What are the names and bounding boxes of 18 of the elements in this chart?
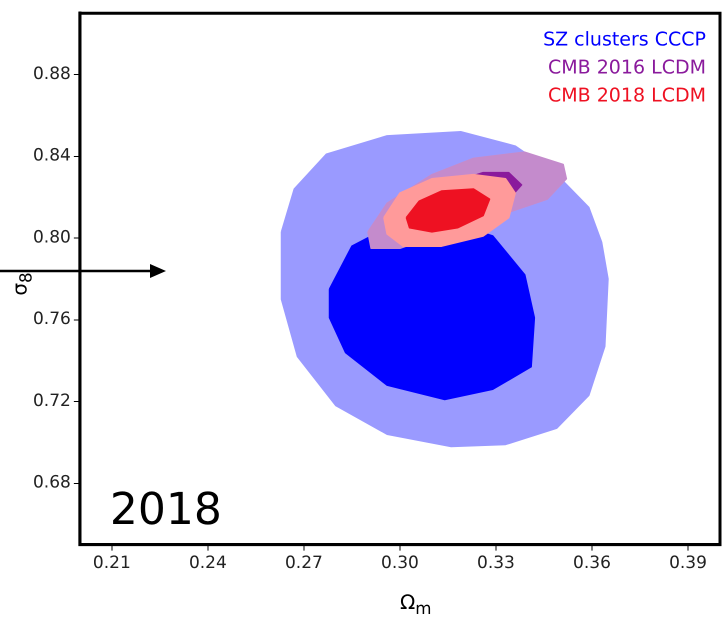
y-tick-label: 0.80 — [32, 227, 71, 248]
text: CMB 2016 LCDM — [548, 56, 706, 79]
y-tick-label: 0.88 — [32, 64, 71, 84]
x-tick-label: 0.24 — [188, 553, 227, 574]
x-tick-label: 0.30 — [380, 553, 419, 574]
x-tick-label: 0.33 — [477, 553, 515, 574]
text: CMB 2018 LCDM — [548, 84, 706, 107]
x-tick-label: 0.27 — [284, 553, 323, 574]
y-tick-label: 0.76 — [32, 309, 71, 330]
y-tick-label: 0.68 — [32, 472, 71, 493]
y-tick-label: 0.84 — [32, 146, 71, 166]
x-tick-label: 0.39 — [669, 553, 707, 574]
x-tick-label: 0.36 — [573, 553, 611, 574]
annotation: 2018 — [110, 484, 222, 536]
y-tick-label: 0.72 — [32, 390, 71, 411]
text: SZ clusters CCCP — [543, 28, 706, 51]
x-tick-label: 0.21 — [92, 553, 131, 574]
x-axis-title: Ω$_{m}$ — [400, 590, 432, 617]
